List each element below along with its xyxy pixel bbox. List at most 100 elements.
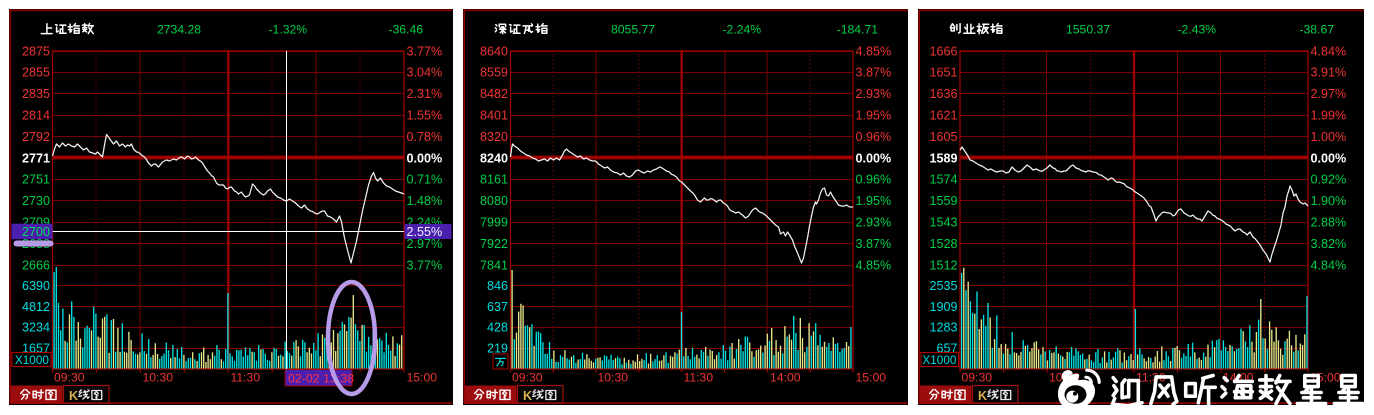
svg-text:8401: 8401 [479,109,507,123]
svg-text:1512: 1512 [929,258,957,272]
svg-text:X1000: X1000 [14,353,49,367]
svg-text:4.84%: 4.84% [1311,44,1347,58]
svg-text:637: 637 [486,300,507,314]
svg-text:09:30: 09:30 [54,371,85,385]
svg-text:-2.43%: -2.43% [1178,23,1217,37]
svg-text:1.90%: 1.90% [1311,194,1347,208]
svg-text:11:30: 11:30 [683,371,713,385]
svg-text:1605: 1605 [929,130,957,144]
svg-text:2771: 2771 [21,151,49,165]
svg-text:1574: 1574 [929,173,957,187]
svg-text:2.55%: 2.55% [406,225,442,239]
svg-text:4.85%: 4.85% [855,44,891,58]
svg-text:7841: 7841 [479,258,507,272]
svg-text:K: K [978,389,987,403]
svg-text:3234: 3234 [21,321,49,335]
svg-text:2730: 2730 [21,194,49,208]
svg-text:2875: 2875 [21,44,49,58]
svg-text:0.00%: 0.00% [855,151,891,165]
svg-text:2835: 2835 [21,87,49,101]
svg-text:1.99%: 1.99% [1311,109,1347,123]
svg-text:2.88%: 2.88% [1311,216,1347,230]
svg-text:K: K [523,389,532,403]
svg-text:-184.71: -184.71 [836,23,878,37]
svg-text:7999: 7999 [479,216,507,230]
svg-text:1636: 1636 [929,87,957,101]
svg-text:3.04%: 3.04% [406,66,442,80]
svg-text:0.92%: 0.92% [1311,173,1347,187]
svg-text:0.96%: 0.96% [855,173,891,187]
svg-text:1283: 1283 [929,321,957,335]
svg-text:10:30: 10:30 [142,371,173,385]
svg-text:2666: 2666 [21,258,49,272]
svg-text:219: 219 [486,342,507,356]
svg-text:2700: 2700 [21,225,49,239]
svg-text:15:00: 15:00 [855,371,886,385]
svg-text:11:30: 11:30 [1136,371,1166,385]
svg-text:2.93%: 2.93% [855,87,891,101]
svg-text:09:30: 09:30 [512,371,543,385]
svg-text:0.96%: 0.96% [855,130,891,144]
svg-text:0.00%: 0.00% [406,151,442,165]
svg-text:3.87%: 3.87% [855,237,891,251]
svg-text:8055.77: 8055.77 [611,23,655,37]
svg-text:2.97%: 2.97% [1311,87,1347,101]
svg-text:4812: 4812 [21,300,49,314]
svg-text:02-02 13:38: 02-02 13:38 [288,372,354,386]
svg-text:1.55%: 1.55% [406,109,442,123]
svg-text:2535: 2535 [929,279,957,293]
svg-text:8482: 8482 [479,87,507,101]
svg-text:8161: 8161 [479,173,507,187]
svg-text:1651: 1651 [929,66,957,80]
svg-text:846: 846 [486,279,507,293]
svg-text:8240: 8240 [479,151,507,165]
svg-text:3.82%: 3.82% [1311,237,1347,251]
svg-text:2734.28: 2734.28 [157,23,201,37]
svg-text:1.48%: 1.48% [406,194,442,208]
svg-text:14:00: 14:00 [770,371,801,385]
svg-text:3.87%: 3.87% [855,66,891,80]
svg-text:15:00: 15:00 [406,371,437,385]
svg-text:3.77%: 3.77% [406,44,442,58]
svg-text:3.77%: 3.77% [406,258,442,272]
svg-text:1559: 1559 [929,194,957,208]
svg-text:2.31%: 2.31% [406,87,442,101]
svg-text:1550.37: 1550.37 [1066,23,1110,37]
svg-text:7922: 7922 [479,237,507,251]
svg-text:1.00%: 1.00% [1311,130,1347,144]
svg-text:1909: 1909 [929,300,957,314]
svg-text:1589: 1589 [929,151,957,165]
svg-text:11:30: 11:30 [230,371,260,385]
svg-text:-36.46: -36.46 [388,23,423,37]
svg-text:0.00%: 0.00% [1311,151,1347,165]
svg-text:1543: 1543 [929,216,957,230]
svg-text:X1000: X1000 [922,353,957,367]
svg-text:1666: 1666 [929,44,957,58]
svg-text:0.78%: 0.78% [406,130,442,144]
svg-text:8080: 8080 [479,194,507,208]
svg-text:2751: 2751 [21,173,49,187]
svg-text:6390: 6390 [21,279,49,293]
svg-text:2.97%: 2.97% [406,237,442,251]
svg-text:-2.24%: -2.24% [722,23,761,37]
svg-text:10:30: 10:30 [597,371,628,385]
svg-text:1621: 1621 [929,109,957,123]
svg-text:K: K [69,389,78,403]
svg-text:1.95%: 1.95% [855,194,891,208]
svg-text:2792: 2792 [21,130,49,144]
svg-text:428: 428 [486,321,507,335]
svg-text:8320: 8320 [479,130,507,144]
svg-text:-38.67: -38.67 [1299,23,1334,37]
svg-text:8640: 8640 [479,44,507,58]
svg-text:1528: 1528 [929,237,957,251]
svg-text:1.95%: 1.95% [855,109,891,123]
svg-text:3.91%: 3.91% [1311,66,1347,80]
svg-text:8559: 8559 [479,66,507,80]
svg-text:2.93%: 2.93% [855,216,891,230]
svg-text:4.84%: 4.84% [1311,258,1347,272]
svg-text:09:30: 09:30 [962,371,993,385]
svg-text:0.71%: 0.71% [406,173,442,187]
svg-text:-1.32%: -1.32% [268,23,307,37]
svg-text:2814: 2814 [21,109,49,123]
svg-text:2855: 2855 [21,66,49,80]
